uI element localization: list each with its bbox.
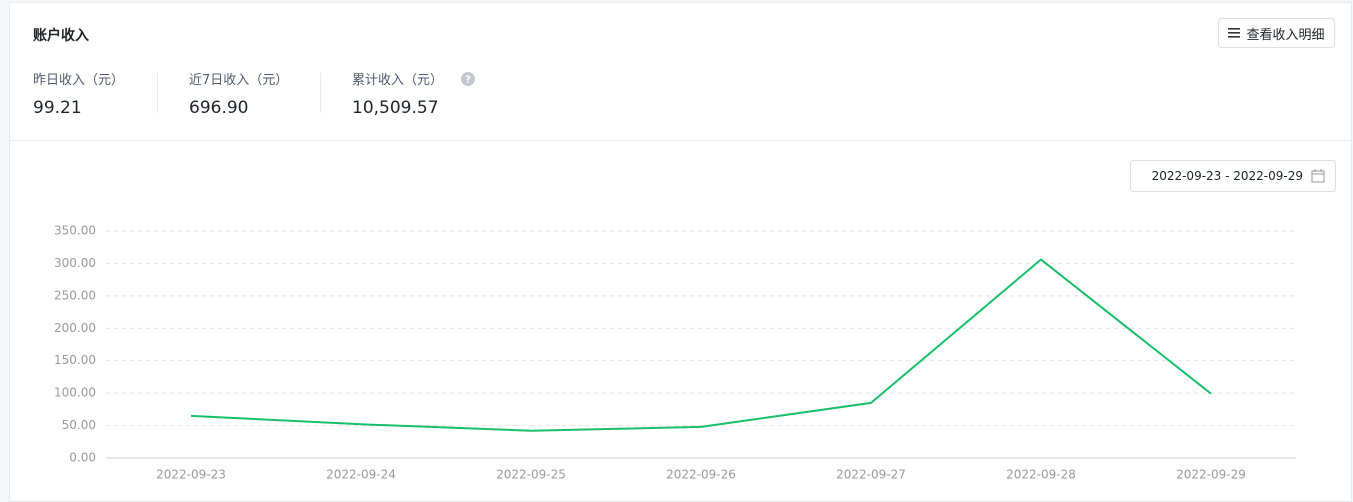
stat-label-text: 累计收入（元） xyxy=(352,73,444,88)
separator xyxy=(320,73,321,113)
chart: 0.00 50.00 100.00 150.00 200.00 250.00 300.00 3… xyxy=(54,224,1296,482)
x-tick-label: 2022-09-26 xyxy=(666,468,736,482)
x-tick-label: 2022-09-29 xyxy=(1176,468,1246,482)
x-tick-label: 2022-09-27 xyxy=(836,468,906,482)
separator xyxy=(157,73,158,113)
help-icon[interactable]: ? xyxy=(461,72,476,86)
svg-text:?: ? xyxy=(465,75,471,86)
y-tick-label: 300.00 xyxy=(54,256,96,270)
x-tick-label: 2022-09-25 xyxy=(496,468,566,482)
date-range: 2022-09-23 - 2022-09-29 xyxy=(1151,169,1303,183)
stat-value: 10,509.57 xyxy=(352,98,439,118)
stat-value: 696.90 xyxy=(189,98,249,118)
y-tick-label: 350.00 xyxy=(54,224,96,238)
y-tick-label: 200.00 xyxy=(54,321,96,335)
date-picker[interactable]: 2022-09-23 - 2022-09-29 xyxy=(1130,160,1336,192)
y-tick-label: 0.00 xyxy=(69,451,96,465)
stat: 昨日收入（元） 99.21 xyxy=(33,69,125,118)
card-title: 账户收入 xyxy=(33,28,89,44)
divider xyxy=(10,140,1351,141)
line xyxy=(190,258,1212,432)
calendar-icon xyxy=(1311,169,1325,183)
detail-button[interactable]: 查看收入明细 xyxy=(1218,18,1335,48)
x-tick-label: 2022-09-24 xyxy=(326,468,396,482)
stat-label: 昨日收入（元） xyxy=(33,73,125,88)
button-label: 查看收入明细 xyxy=(1246,27,1325,43)
x-tick-label: 2022-09-28 xyxy=(1006,468,1076,482)
stat-value: 99.21 xyxy=(33,98,82,118)
x-tick-label: 2022-09-23 xyxy=(156,468,226,482)
y-tick-label: 150.00 xyxy=(54,353,96,367)
y-tick-label: 50.00 xyxy=(62,418,96,432)
stat-label: 累计收入（元） ? xyxy=(352,69,476,88)
y-tick-label: 100.00 xyxy=(54,386,96,400)
stat-label: 近7日收入（元） xyxy=(189,73,289,88)
y-tick-label: 250.00 xyxy=(54,288,96,302)
menu-icon xyxy=(1228,28,1241,38)
stat: 近7日收入（元） 696.90 xyxy=(189,69,289,118)
income-card: 账户收入 查看收入明细 昨日收入（元） 99.21 近7日收入（元） 696.9… xyxy=(9,2,1352,502)
stat: 累计收入（元） ? 10,509.57 xyxy=(352,69,476,118)
